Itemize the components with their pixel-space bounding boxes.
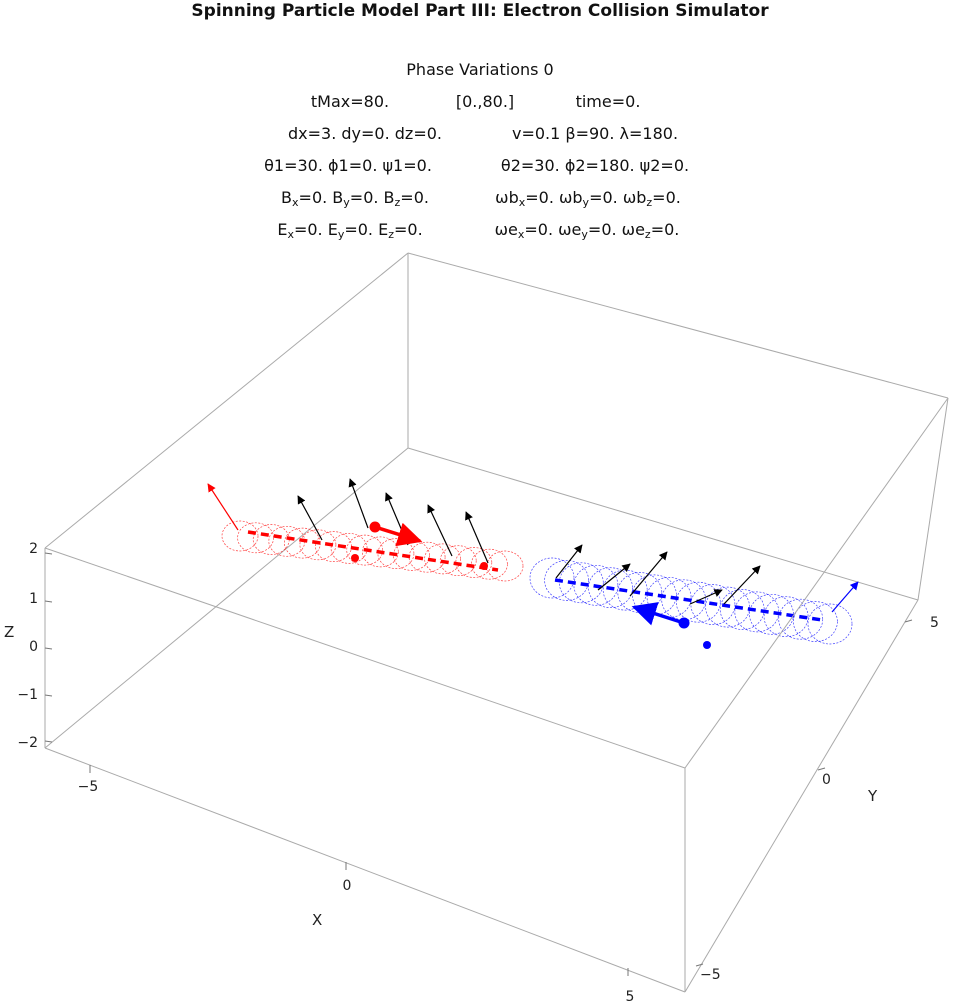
- trajectory-loop: [455, 547, 493, 578]
- trajectory-loop: [346, 534, 384, 566]
- trajectory-loop: [237, 522, 274, 554]
- z-tick-0: 0: [29, 639, 38, 655]
- trajectory-loop: [558, 562, 604, 604]
- trajectory-loop: [734, 591, 780, 633]
- particle2-velocity-arrow: [631, 602, 685, 626]
- trajectory-loop: [284, 527, 321, 559]
- trajectory-loop: [424, 543, 461, 575]
- trajectory-loop: [705, 586, 750, 628]
- trajectory-loop: [471, 548, 508, 580]
- time-range-value: [0.,80.]: [455, 92, 515, 111]
- trajectory-loop: [807, 603, 853, 645]
- trajectory-loop: [252, 524, 290, 555]
- y-tick-minus5: −5: [700, 967, 721, 983]
- trajectory-loop: [408, 541, 446, 573]
- electric-rotation-values: ωex=0. ωey=0. ωez=0.: [494, 220, 680, 241]
- trajectory-loop: [778, 598, 824, 640]
- trajectory-loop: [573, 564, 619, 606]
- particle1-angles: θ1=30. ϕ1=0. ψ1=0.: [264, 156, 432, 175]
- particle2-trajectory: [529, 557, 853, 645]
- particle2-angles: θ2=30. ϕ2=180. ψ2=0.: [500, 156, 690, 175]
- trajectory-loop: [675, 581, 721, 623]
- x-tick-5: 5: [626, 989, 635, 1005]
- particle1-velocity-arrow: [374, 522, 423, 547]
- tick-marks: [44, 552, 913, 976]
- particle2-secondary-marker: [703, 641, 711, 649]
- trajectory-loop: [439, 545, 477, 577]
- particle1-tail-marker: [480, 562, 488, 570]
- z-tick-minus2: −2: [17, 735, 38, 751]
- trajectory-loop: [529, 557, 575, 599]
- trajectory-loop: [315, 531, 352, 562]
- trajectory-loop: [793, 601, 838, 642]
- y-tick-0: 0: [822, 772, 831, 788]
- box-back-edges: [44, 252, 949, 749]
- trajectory-loop: [544, 560, 589, 601]
- z-tick-1: 1: [29, 591, 38, 607]
- trajectory-loop: [646, 577, 692, 618]
- magnetic-field-values: Bx=0. By=0. Bz=0.: [281, 188, 429, 209]
- box-front-edges: [44, 397, 949, 993]
- particle2-spin-vectors: [555, 544, 761, 605]
- particle2-end-arrow: [831, 581, 859, 613]
- electric-field-values: Ex=0. Ey=0. Ez=0.: [277, 220, 423, 241]
- velocity-values: v=0.1 β=90. λ=180.: [511, 124, 679, 143]
- trajectory-loop: [299, 529, 337, 561]
- x-axis-label: X: [312, 911, 322, 929]
- z-axis-label: Z: [4, 623, 14, 641]
- particle1-axis-line: [247, 530, 499, 572]
- y-axis-label: Y: [867, 787, 878, 805]
- page-title: Spinning Particle Model Part III: Electr…: [191, 1, 769, 21]
- time-value: time=0.: [575, 92, 641, 111]
- particle1-marker[interactable]: [369, 521, 381, 533]
- magnetic-rotation-values: ωbx=0. ωby=0. ωbz=0.: [495, 188, 681, 209]
- y-tick-5: 5: [930, 615, 939, 631]
- x-tick-minus5: −5: [78, 779, 99, 795]
- trajectory-loop: [330, 533, 368, 564]
- z-tick-2: 2: [29, 541, 38, 557]
- particle2-axis-line: [554, 578, 823, 622]
- z-tick-minus1: −1: [17, 687, 38, 703]
- trajectory-loop: [393, 540, 430, 571]
- trajectory-loop: [361, 536, 399, 568]
- trajectory-loop: [719, 589, 765, 630]
- trajectory-loop: [221, 520, 259, 552]
- offset-values: dx=3. dy=0. dz=0.: [288, 124, 442, 143]
- trajectory-loop: [690, 584, 736, 625]
- phase-variations-label: Phase Variations 0: [406, 60, 554, 79]
- particle1-secondary-marker: [351, 554, 359, 562]
- trajectory-loop: [588, 567, 633, 609]
- trajectory-loop: [763, 596, 809, 638]
- tmax-value: tMax=80.: [310, 92, 390, 111]
- particle2-marker[interactable]: [678, 617, 690, 629]
- trajectory-loop: [486, 550, 524, 582]
- x-tick-0: 0: [343, 878, 352, 894]
- particle1-spin-vectors: [297, 478, 489, 564]
- particle1-end-arrow: [207, 483, 239, 531]
